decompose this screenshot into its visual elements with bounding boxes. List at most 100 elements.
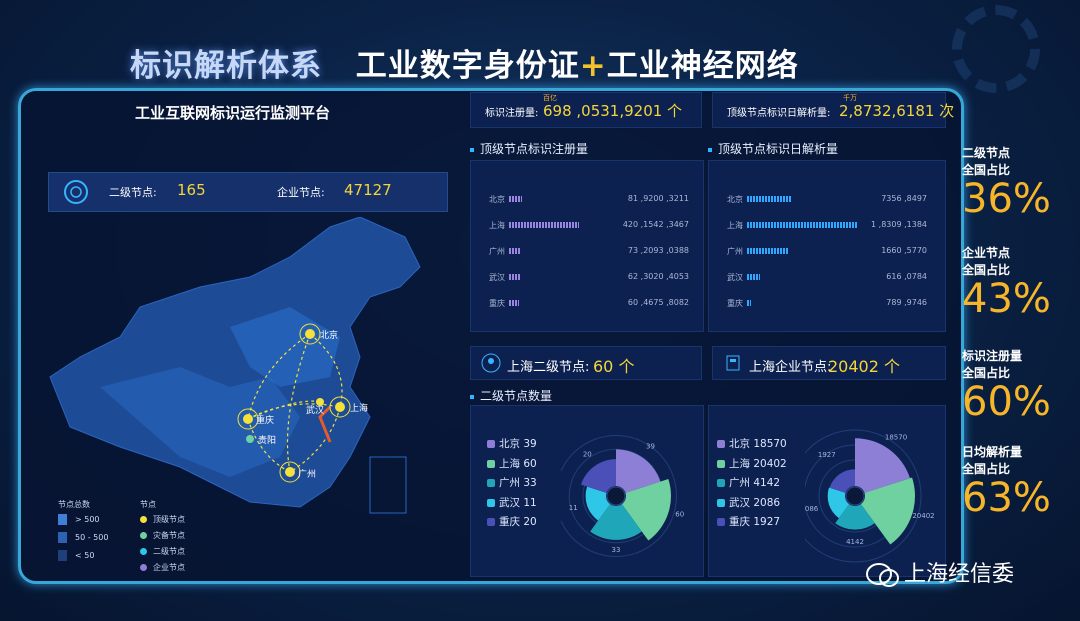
sh-enterprise-label: 上海企业节点: — [749, 360, 832, 375]
legend-item: 重庆 1927 — [717, 514, 787, 534]
bar-row: 北京 81 ,9200 ,3211 — [489, 194, 689, 206]
rose-value-label: 20 — [583, 450, 592, 458]
bar — [509, 196, 523, 202]
kpi-registration-value: 698 ,0531,9201 个 — [543, 102, 683, 120]
rose-slice — [835, 504, 875, 530]
bar-row: 北京 7356 ,8497 — [727, 194, 927, 206]
city-label-guangzhou: 广州 — [298, 468, 316, 480]
headline: 标识解析体系 工业数字身份证+工业神经网络 — [130, 40, 799, 85]
rose-value-label: 39 — [646, 443, 655, 451]
city-label-shanghai: 上海 — [350, 402, 368, 414]
legend-item: 广州 33 — [487, 475, 537, 495]
bar — [747, 248, 789, 254]
city-label-wuhan: 武汉 — [306, 404, 324, 416]
rose-value-label: 2086 — [805, 505, 819, 513]
bar-value-label: 616 ,0784 — [886, 272, 927, 281]
map-region-east — [230, 307, 340, 387]
kpi-registration-label: 标识注册量: — [485, 108, 539, 119]
bar — [509, 274, 520, 280]
bar-row: 广州 73 ,2093 ,0388 — [489, 246, 689, 258]
bar-value-label: 73 ,2093 ,0388 — [627, 246, 689, 255]
bar-value-label: 1 ,8309 ,1384 — [871, 220, 927, 229]
rose-slice — [590, 504, 642, 540]
rose-slice — [621, 479, 671, 541]
kpi-registration-unit: 百亿 — [543, 94, 557, 102]
bar-value-label: 62 ,3020 ,4053 — [627, 272, 689, 281]
legend-label: 上海 20402 — [729, 457, 787, 470]
legend-total-1: > 500 — [75, 515, 100, 524]
map-panel: 工业互联网标识运行监测平台 二级节点: 165 企业节点: 47127 — [30, 92, 460, 576]
legend-swatch — [487, 440, 495, 448]
city-label-beijing: 北京 — [320, 329, 338, 341]
rose-slice — [827, 487, 850, 519]
sh-secondary-value: 60 个 — [593, 357, 635, 376]
legend-swatch — [487, 518, 495, 526]
legend-swatch — [717, 518, 725, 526]
bar-value-label: 420 ,1542 ,3467 — [622, 220, 689, 229]
kpi-resolution-value: 2,8732,6181 次 — [839, 102, 955, 120]
legend-item: 北京 18570 — [717, 436, 787, 456]
rose-slice — [829, 469, 855, 493]
wechat-icon — [866, 563, 899, 587]
bar-city-label: 上海 — [489, 221, 505, 230]
legend-type-title: 节点 — [140, 500, 156, 509]
enterprise-pie-panel: 北京 18570 上海 20402 广州 4142 武汉 2086 重庆 1927 18… — [708, 405, 946, 577]
stat-pct-resolution: 63% — [962, 475, 1051, 521]
secondary-node-value: 165 — [177, 181, 206, 199]
registration-panel: 北京 81 ,9200 ,3211 上海 420 ,1542 ,3467 广州 73 ,2… — [470, 160, 704, 332]
rose-value-label: 1927 — [818, 451, 836, 459]
sh-enterprise-value: 20402 个 — [828, 357, 900, 376]
city-markers — [237, 323, 351, 483]
legend-swatch — [487, 479, 495, 487]
legend-item: 武汉 2086 — [717, 495, 787, 515]
city-label-guiyang: 贵阳 — [258, 434, 276, 446]
legend-item: 北京 39 — [487, 436, 537, 456]
rose-grid-ring — [561, 435, 677, 557]
sh-secondary-label: 上海二级节点: — [507, 360, 590, 375]
bar — [509, 248, 521, 254]
bar — [747, 222, 857, 228]
rose-value-label: 20402 — [912, 512, 934, 520]
bar-city-label: 北京 — [489, 195, 505, 204]
bar-city-label: 广州 — [727, 247, 743, 256]
user-icon — [481, 353, 501, 373]
secondary-pie-panel: 北京 39 上海 60 广州 33 武汉 11 重庆 20 39 60 33 11 20 — [470, 405, 704, 577]
bar-city-label: 北京 — [727, 195, 743, 204]
headline-part2: 工业数字身份证 — [355, 48, 580, 84]
kpi-resolution-label: 顶级节点标识日解析量: — [727, 108, 831, 119]
legend-swatch — [717, 459, 725, 468]
bar — [509, 222, 579, 228]
legend-swatch — [717, 440, 725, 448]
stat-pct-secondary: 36% — [962, 176, 1051, 222]
legend-swatch — [717, 498, 725, 507]
sh-enterprise-kpi: 上海企业节点: 20402 个 — [712, 346, 946, 380]
bar-row: 武汉 62 ,3020 ,4053 — [489, 272, 689, 284]
sh-secondary-kpi: 上海二级节点: 60 个 — [470, 346, 702, 380]
legend-total-title: 节点总数 — [58, 500, 90, 509]
legend-label: 广州 33 — [499, 477, 537, 489]
legend-total-3: < 50 — [75, 551, 95, 560]
headline-plus: + — [579, 48, 607, 84]
bar-row: 武汉 616 ,0784 — [727, 272, 927, 284]
bar-row: 上海 420 ,1542 ,3467 — [489, 220, 689, 232]
stat-label-registration: 标识注册量 全国占比 — [962, 349, 1023, 380]
bar-value-label: 60 ,4675 ,8082 — [627, 298, 689, 307]
legend-total-2: 50 - 500 — [75, 533, 109, 542]
bar-value-label: 81 ,9200 ,3211 — [627, 194, 689, 203]
node-globe-icon — [64, 180, 88, 204]
legend-label: 武汉 11 — [499, 496, 537, 509]
legend-item: 上海 20402 — [717, 456, 787, 476]
bar — [509, 300, 519, 306]
rose-value-label: 11 — [569, 504, 578, 512]
city-label-chongqing: 重庆 — [256, 414, 274, 426]
secondary-node-label: 二级节点: — [109, 186, 157, 199]
resolution-title: 顶级节点标识日解析量 — [708, 140, 838, 157]
legend-label: 北京 39 — [499, 438, 537, 450]
rose-slice — [855, 438, 910, 493]
legend-types: 顶级节点 灾备节点 二级节点 企业节点 — [140, 514, 185, 578]
kpi-resolution-unit: 千万 — [843, 94, 857, 102]
rose-hub — [845, 486, 865, 506]
legend-type-2: 灾备节点 — [153, 531, 185, 540]
rose-value-label: 60 — [675, 511, 684, 519]
stat-label-enterprise: 企业节点 全国占比 — [962, 246, 1011, 277]
